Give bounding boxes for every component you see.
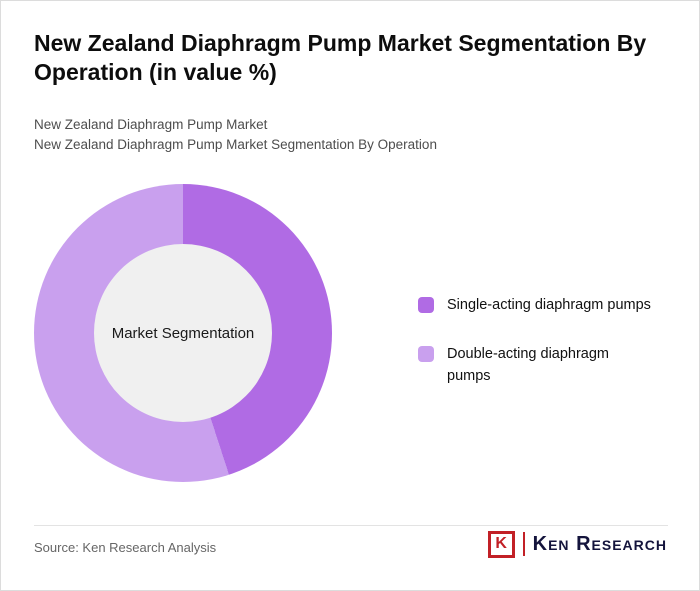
legend-swatch-double-acting [418, 345, 434, 362]
legend-label-single-acting: Single-acting diaphragm pumps [447, 297, 651, 313]
legend-item-single-acting: Single-acting diaphragm pumps [418, 295, 668, 317]
legend-item-double-acting: Double-acting diaphragm pumps [418, 344, 668, 388]
ken-research-logo: K Ken Research [487, 530, 667, 558]
donut-center-label: Market Segmentation [111, 324, 255, 342]
legend-swatch-single-acting [418, 297, 434, 313]
source-note: Source: Ken Research Analysis [34, 540, 217, 555]
subtitle-market: New Zealand Diaphragm Pump Market [34, 117, 268, 132]
chart-legend: Single-acting diaphragm pumps Double-act… [418, 295, 668, 387]
donut-hole: Market Segmentation [94, 244, 272, 422]
donut-chart: Market Segmentation [34, 184, 332, 482]
logo-separator [522, 532, 525, 556]
subtitle-segmentation: New Zealand Diaphragm Pump Market Segmen… [34, 136, 437, 152]
page-title: New Zealand Diaphragm Pump Market Segmen… [34, 30, 647, 86]
ken-research-logo-icon: K [487, 530, 515, 558]
ken-research-logo-text: Ken Research [532, 532, 667, 555]
subtitle-block: New Zealand Diaphragm Pump Market New Ze… [34, 115, 437, 154]
legend-label-double-acting: Double-acting diaphragm pumps [447, 345, 610, 384]
footer-divider [34, 525, 668, 526]
logo-letter: K [495, 535, 507, 552]
